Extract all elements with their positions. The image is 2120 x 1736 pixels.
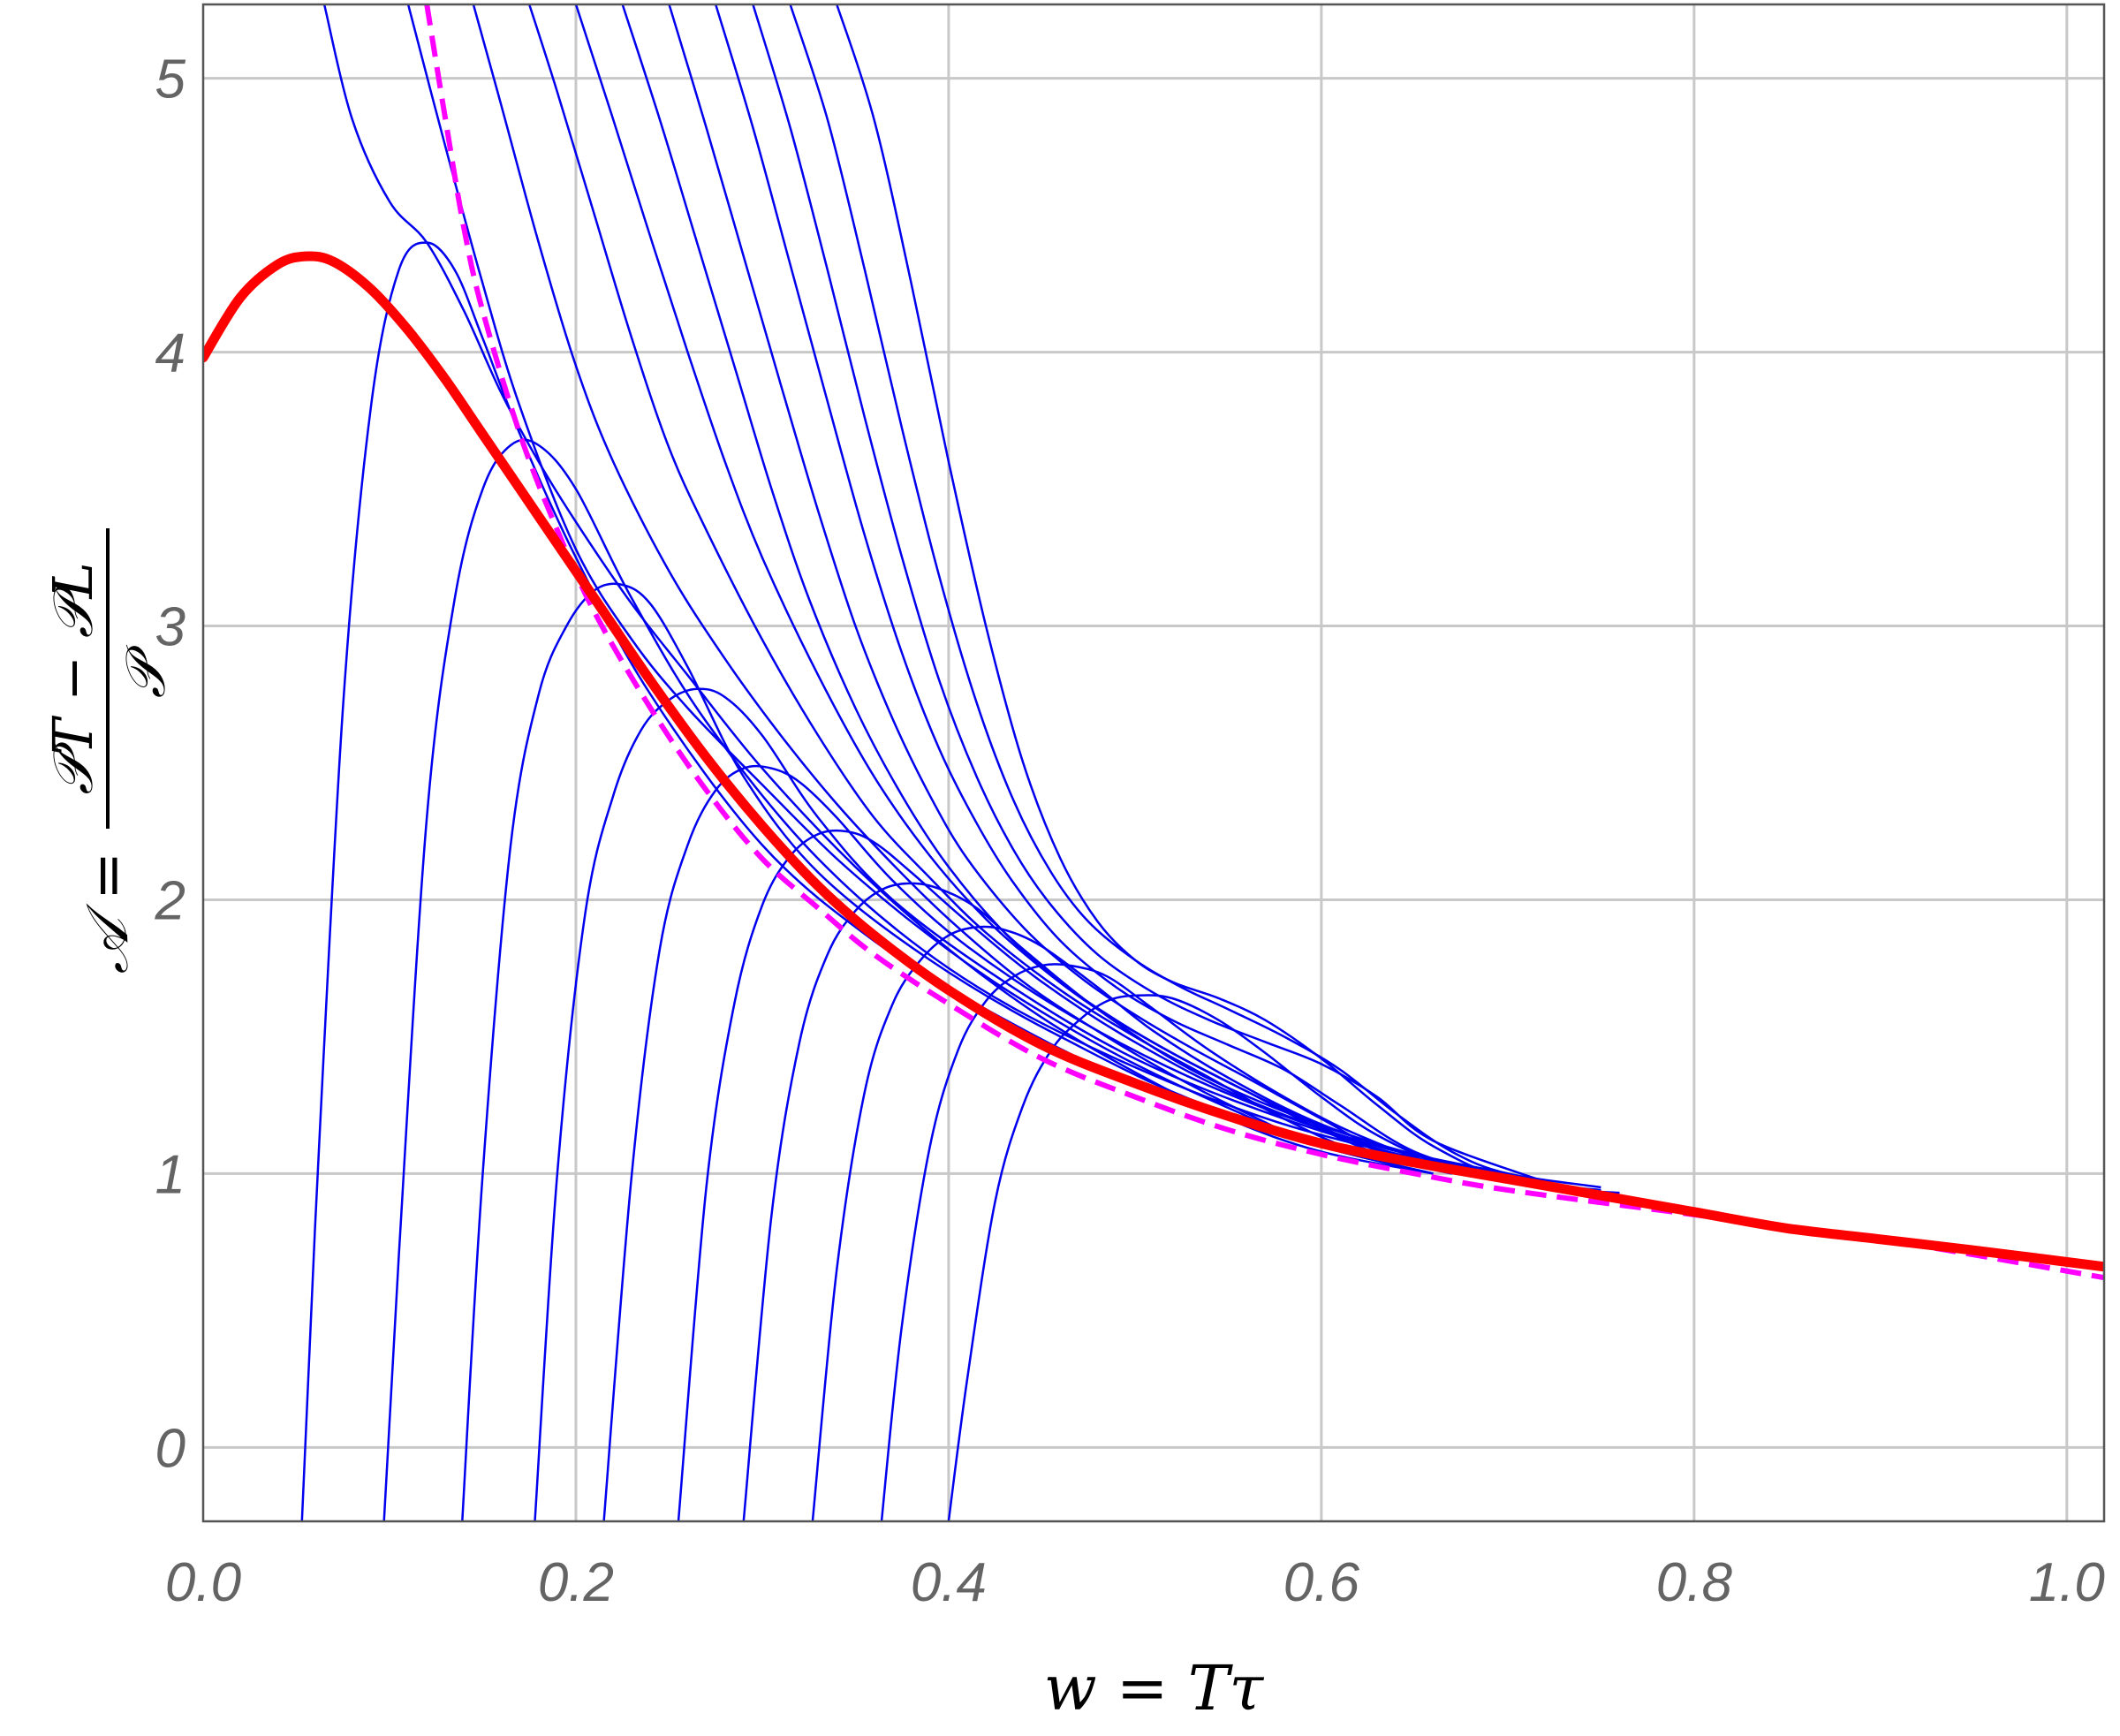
y-tick-label: 0 xyxy=(155,1418,186,1479)
blue-curve xyxy=(836,4,1601,1192)
blue-curve xyxy=(602,764,1509,1521)
y-tick-label: 5 xyxy=(155,49,186,110)
x-tick-labels: 0.0 0.2 0.4 0.6 0.8 1.0 xyxy=(165,1552,2105,1613)
blue-curve xyxy=(534,687,1472,1521)
blue-curve xyxy=(528,4,1452,1175)
blue-curve xyxy=(621,4,1471,1175)
grid xyxy=(203,4,2104,1521)
x-tick-label: 0.2 xyxy=(538,1552,614,1613)
blue-curve xyxy=(406,4,1434,1175)
x-tick-label: 0.0 xyxy=(165,1552,241,1613)
dashed-magenta-curve xyxy=(424,4,2104,1281)
plot-frame xyxy=(201,3,2106,1523)
blue-curve xyxy=(947,994,1620,1521)
y-tick-label: 4 xyxy=(155,323,186,384)
x-tick-label: 0.8 xyxy=(1656,1552,1733,1613)
x-axis-label: w = Tτ xyxy=(1044,1652,1265,1725)
y-axis-label-numerator: 𝒫T − 𝒫L xyxy=(41,562,105,794)
x-tick-label: 0.4 xyxy=(911,1552,987,1613)
blue-curve xyxy=(715,4,1509,1180)
y-axis-label: 𝒜 = 𝒫T − 𝒫L 𝒫 xyxy=(41,528,178,974)
blue-curve xyxy=(752,4,1546,1183)
x-tick-label: 0.6 xyxy=(1283,1552,1360,1613)
y-tick-label: 3 xyxy=(155,597,186,658)
x-tick-label: 1.0 xyxy=(2029,1552,2105,1613)
blue-curve xyxy=(322,4,1434,1175)
y-tick-labels: 0 1 2 3 4 5 xyxy=(155,49,186,1480)
plot-area xyxy=(203,4,2104,1521)
y-tick-label: 1 xyxy=(155,1144,186,1205)
y-axis-label-lhs: 𝒜 = xyxy=(73,852,141,974)
red-curve xyxy=(203,251,2104,1272)
blue-curve xyxy=(811,925,1583,1521)
blue-curve xyxy=(789,4,1601,1189)
y-tick-label: 2 xyxy=(155,870,186,931)
blue-curve xyxy=(668,4,1490,1178)
blue-curve xyxy=(472,4,1434,1175)
